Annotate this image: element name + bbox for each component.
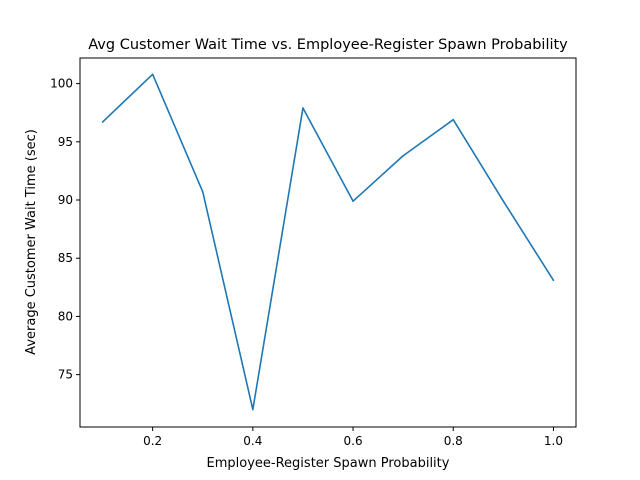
y-tick-label: 80 xyxy=(58,309,73,323)
x-axis: 0.2 0.4 0.6 0.8 1.0 xyxy=(143,427,563,448)
data-point xyxy=(552,279,555,282)
plot-area xyxy=(79,57,577,428)
data-point xyxy=(352,200,354,202)
chart-title: Avg Customer Wait Time vs. Employee-Regi… xyxy=(88,37,568,53)
y-tick-label: 100 xyxy=(50,77,73,91)
x-tick-label: 1.0 xyxy=(544,434,563,448)
series-layer xyxy=(101,73,555,411)
data-point xyxy=(402,154,404,157)
data-point xyxy=(252,408,254,411)
y-tick-label: 95 xyxy=(58,135,73,149)
x-tick-label: 0.8 xyxy=(444,434,463,448)
y-tick-label: 90 xyxy=(58,193,73,207)
x-axis-label: Employee-Register Spawn Probability xyxy=(207,456,450,471)
data-point xyxy=(452,118,455,121)
data-point xyxy=(302,107,304,109)
data-point xyxy=(502,200,505,202)
series-line xyxy=(101,73,555,411)
data-point xyxy=(151,73,154,76)
y-tick-label: 85 xyxy=(58,251,73,265)
x-tick-label: 0.2 xyxy=(143,434,162,448)
x-tick-label: 0.4 xyxy=(243,434,262,448)
data-point xyxy=(201,191,204,193)
y-tick-label: 75 xyxy=(58,368,73,382)
data-point xyxy=(101,121,104,123)
y-axis: 75 80 85 90 95 100 xyxy=(50,77,80,382)
y-axis-label: Average Customer Wait Time (sec) xyxy=(24,129,39,355)
x-tick-label: 0.6 xyxy=(344,434,363,448)
